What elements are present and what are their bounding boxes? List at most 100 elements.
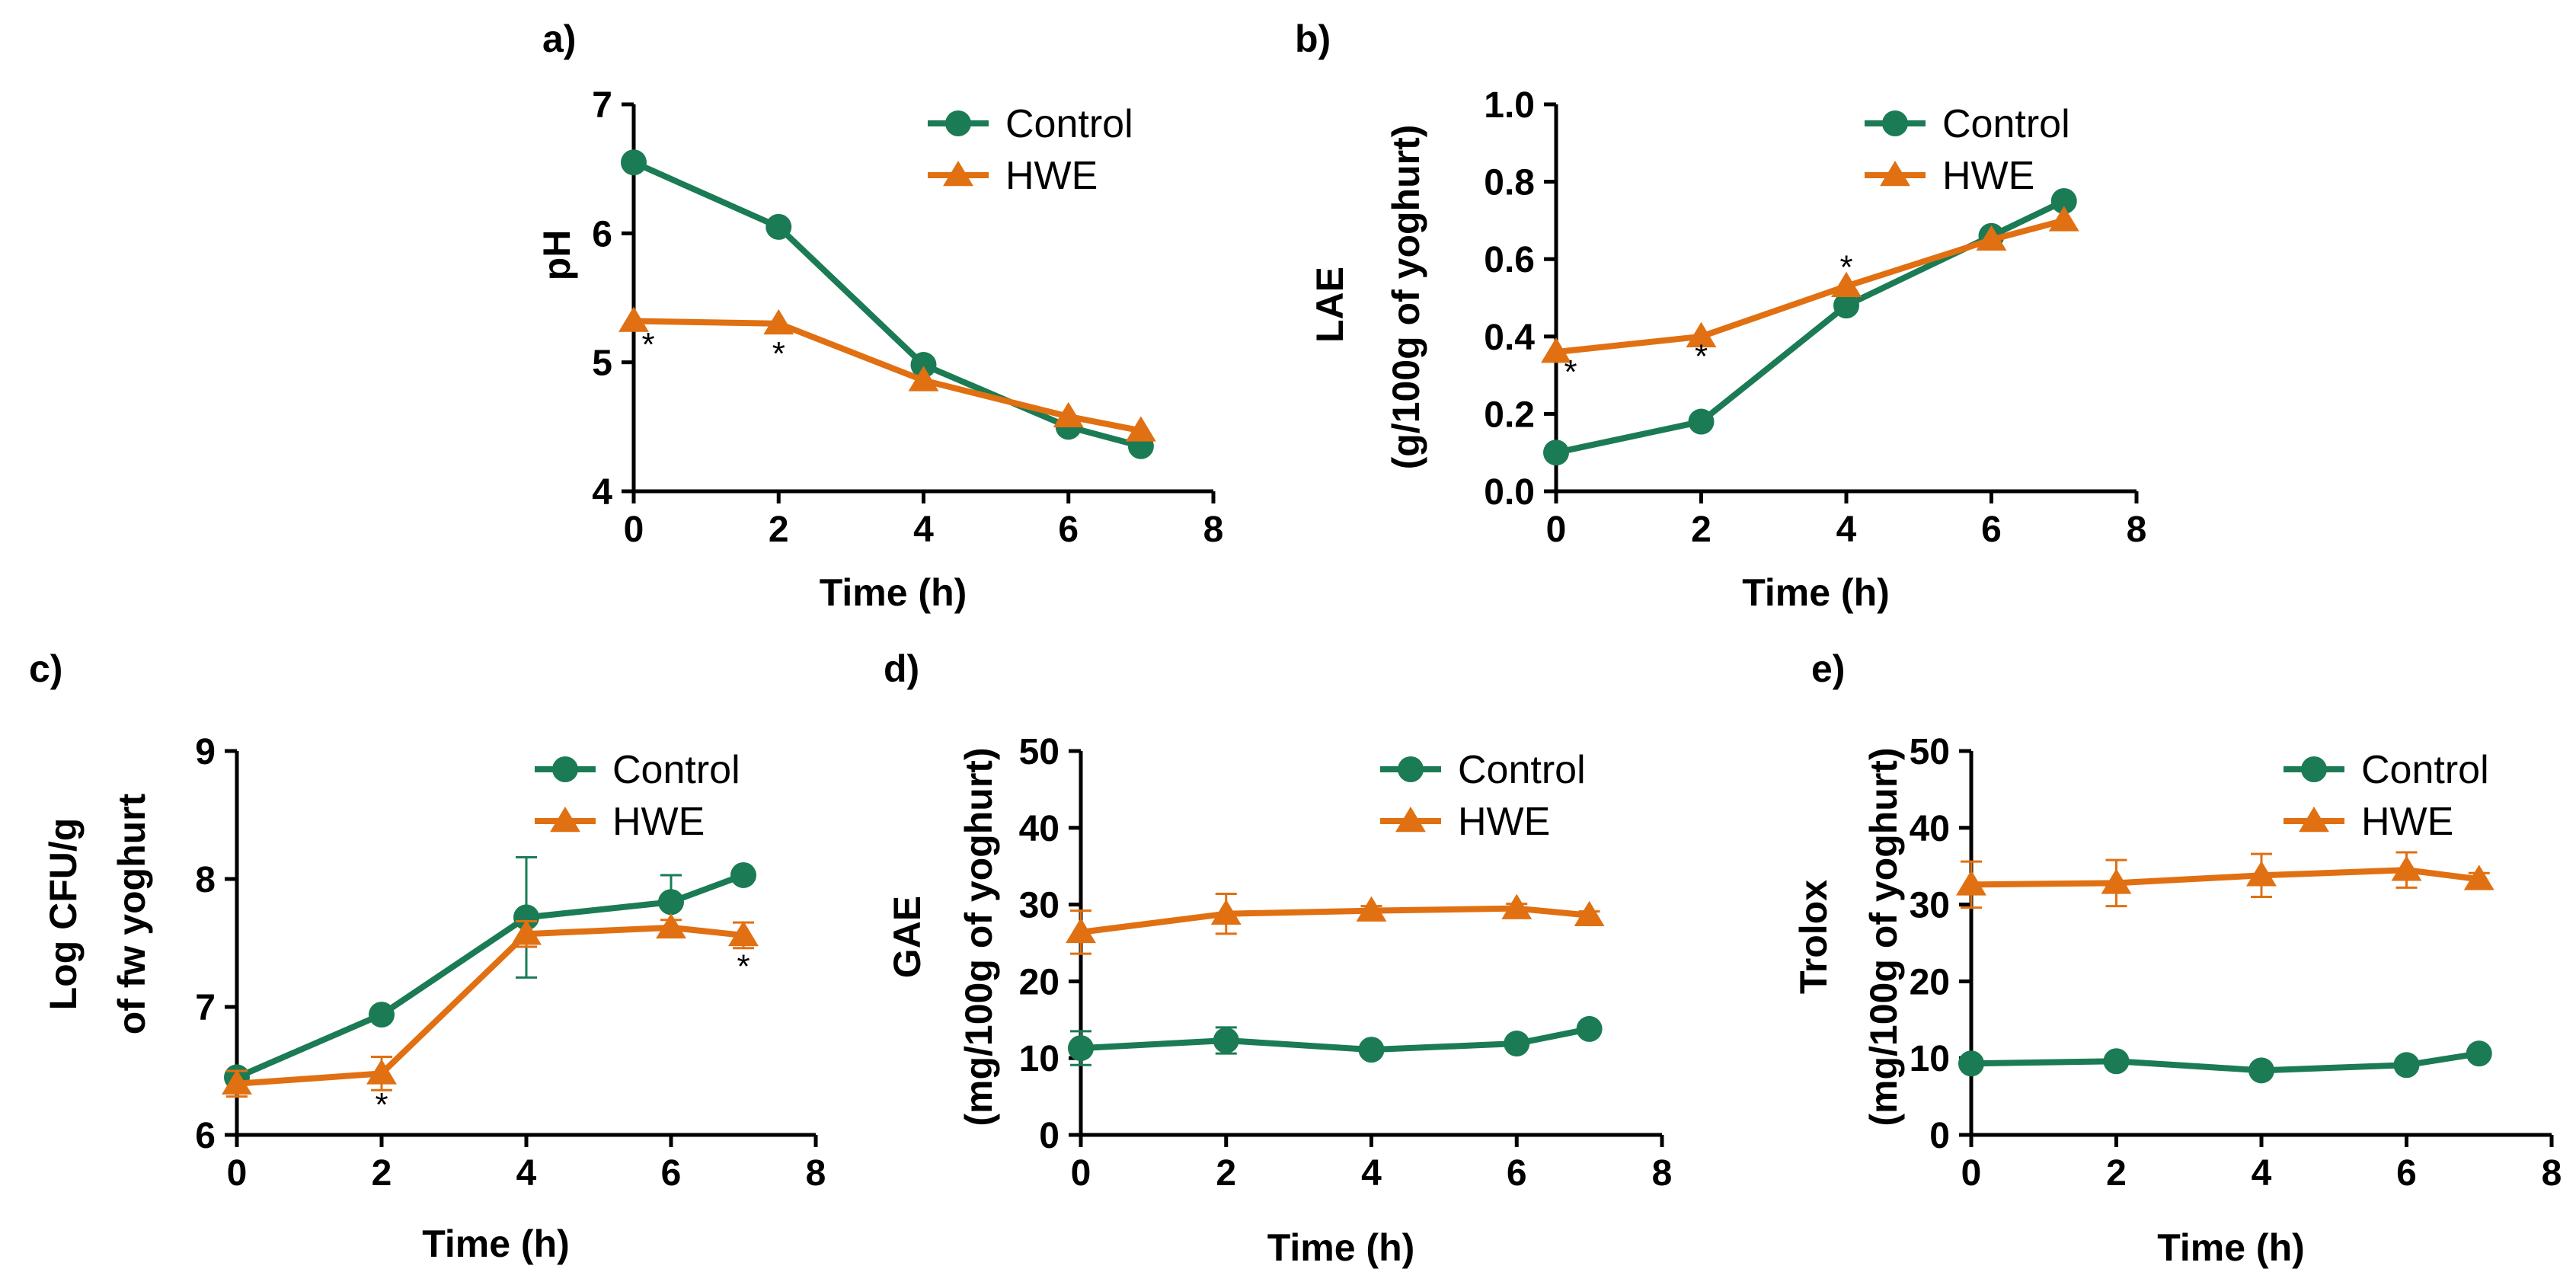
data-point [656, 912, 686, 939]
x-tick-label: 6 [1981, 510, 2002, 550]
legend: Control HWE [535, 748, 740, 844]
significance-star: * [772, 335, 785, 372]
data-point [222, 1069, 252, 1095]
y-tick-label: 0.8 [1484, 163, 1535, 203]
data-point [1501, 893, 1532, 919]
x-tick-label: 4 [516, 1153, 537, 1194]
legend-marker [552, 756, 578, 782]
x-axis-title: Time (h) [2157, 1226, 2305, 1269]
x-axis-title: Time (h) [820, 571, 967, 614]
y-tick-label: 0.6 [1484, 240, 1535, 280]
legend-marker [945, 110, 971, 136]
data-point [369, 1002, 395, 1028]
y-tick-label: 9 [195, 732, 216, 772]
legend-marker [1882, 110, 1908, 136]
data-point [2048, 206, 2079, 232]
legend-marker [2301, 756, 2327, 782]
series-hwe [1541, 206, 2079, 363]
y-axis-title: (g/100g of yoghurt) [1385, 125, 1427, 470]
y-tick-label: 1.0 [1484, 85, 1535, 126]
legend-label: HWE [612, 800, 705, 844]
y-tick-label: 40 [1910, 809, 1950, 849]
y-tick-label: 10 [1019, 1039, 1059, 1079]
x-tick-label: 4 [2252, 1153, 2272, 1194]
legend-marker [1398, 756, 1424, 782]
x-tick-label: 0 [227, 1153, 248, 1194]
y-tick-label: 6 [592, 214, 612, 254]
x-tick-label: 8 [2127, 510, 2147, 550]
chart-panel-3: c) 0 2 4 6 8 6 7 8 9 Time (h) Log CFU/g of fw yoghur… [29, 647, 826, 1265]
data-point [2391, 855, 2422, 881]
y-tick-label: 40 [1019, 809, 1059, 849]
y-tick-label: 20 [1910, 962, 1950, 1002]
y-tick-label: 10 [1910, 1039, 1950, 1079]
x-tick-label: 0 [624, 510, 644, 550]
series-line [632, 159, 1142, 449]
x-tick-label: 6 [1058, 510, 1079, 550]
data-point [2103, 1048, 2130, 1075]
y-axis-title: pH [535, 230, 578, 281]
data-point [2248, 1057, 2274, 1084]
data-point [2463, 865, 2495, 890]
x-tick-label: 8 [806, 1153, 826, 1194]
legend-label: Control [2361, 748, 2489, 792]
y-tick-label: 4 [592, 472, 612, 513]
legend: Control HWE [2284, 748, 2489, 844]
data-point [2246, 861, 2277, 887]
y-tick-label: 30 [1019, 886, 1059, 926]
y-tick-label: 20 [1019, 962, 1059, 1002]
x-tick-label: 2 [769, 510, 789, 550]
y-tick-label: 0.2 [1484, 395, 1535, 435]
data-point [763, 308, 794, 335]
data-point [1976, 225, 2007, 251]
data-point [1213, 1028, 1239, 1054]
y-tick-label: 0.4 [1484, 318, 1535, 358]
panel-letter: d) [884, 647, 919, 690]
legend-label: Control [612, 748, 740, 792]
data-point [1574, 900, 1605, 926]
chart-panel-2: b) 0 2 4 6 8 0.0 0.2 0.4 0.6 0.8 1.0 Time (h) LAE (g/1… [1295, 18, 2146, 614]
x-tick-label: 6 [2396, 1153, 2417, 1194]
data-point [1833, 292, 1859, 319]
data-point [511, 919, 542, 945]
panel-letter: b) [1295, 18, 1331, 60]
y-tick-label: 0 [1039, 1116, 1059, 1156]
x-tick-label: 0 [1546, 510, 1567, 550]
chart-panel-1: a) 0 2 4 6 8 4 5 6 7 Time (h) pH * * Control HWE [535, 18, 1223, 614]
data-point [1358, 1037, 1385, 1063]
panel-letter: c) [29, 647, 62, 690]
data-point [2466, 1040, 2492, 1067]
data-point [2050, 188, 2077, 214]
x-tick-label: 4 [1836, 510, 1857, 550]
series-hwe [1956, 851, 2495, 909]
x-tick-label: 2 [1216, 1153, 1236, 1194]
data-point [1053, 401, 1084, 428]
data-point [1956, 870, 1986, 896]
chart-panel-4: d) 0 2 4 6 8 0 10 20 30 40 50 Time (h) GAE (mg/100g of… [884, 647, 1672, 1269]
significance-star: * [737, 948, 749, 985]
data-point [2101, 868, 2132, 894]
y-tick-label: 6 [195, 1116, 216, 1156]
y-axis-title: GAE [886, 896, 928, 978]
data-point [366, 1059, 397, 1085]
x-axis-title: Time (h) [422, 1222, 570, 1265]
y-axis-title: LAE [1309, 267, 1351, 343]
series-control [1068, 1015, 1603, 1066]
significance-star: * [641, 326, 654, 363]
x-tick-label: 4 [913, 510, 934, 550]
data-point [1958, 1050, 1984, 1077]
data-point [1210, 899, 1242, 925]
data-point [1831, 271, 1862, 298]
series-control [1958, 1040, 2492, 1084]
y-axis-title: (mg/100g of yoghurt) [957, 747, 1000, 1126]
series-hwe [222, 912, 759, 1098]
data-point [910, 352, 937, 379]
y-tick-label: 0 [1929, 1116, 1950, 1156]
data-point [1541, 337, 1571, 363]
x-tick-label: 8 [2542, 1153, 2562, 1194]
x-tick-label: 2 [372, 1153, 392, 1194]
legend: Control HWE [1380, 748, 1586, 844]
x-tick-label: 0 [1071, 1153, 1091, 1194]
x-tick-label: 2 [2106, 1153, 2127, 1194]
y-tick-label: 7 [195, 988, 216, 1028]
